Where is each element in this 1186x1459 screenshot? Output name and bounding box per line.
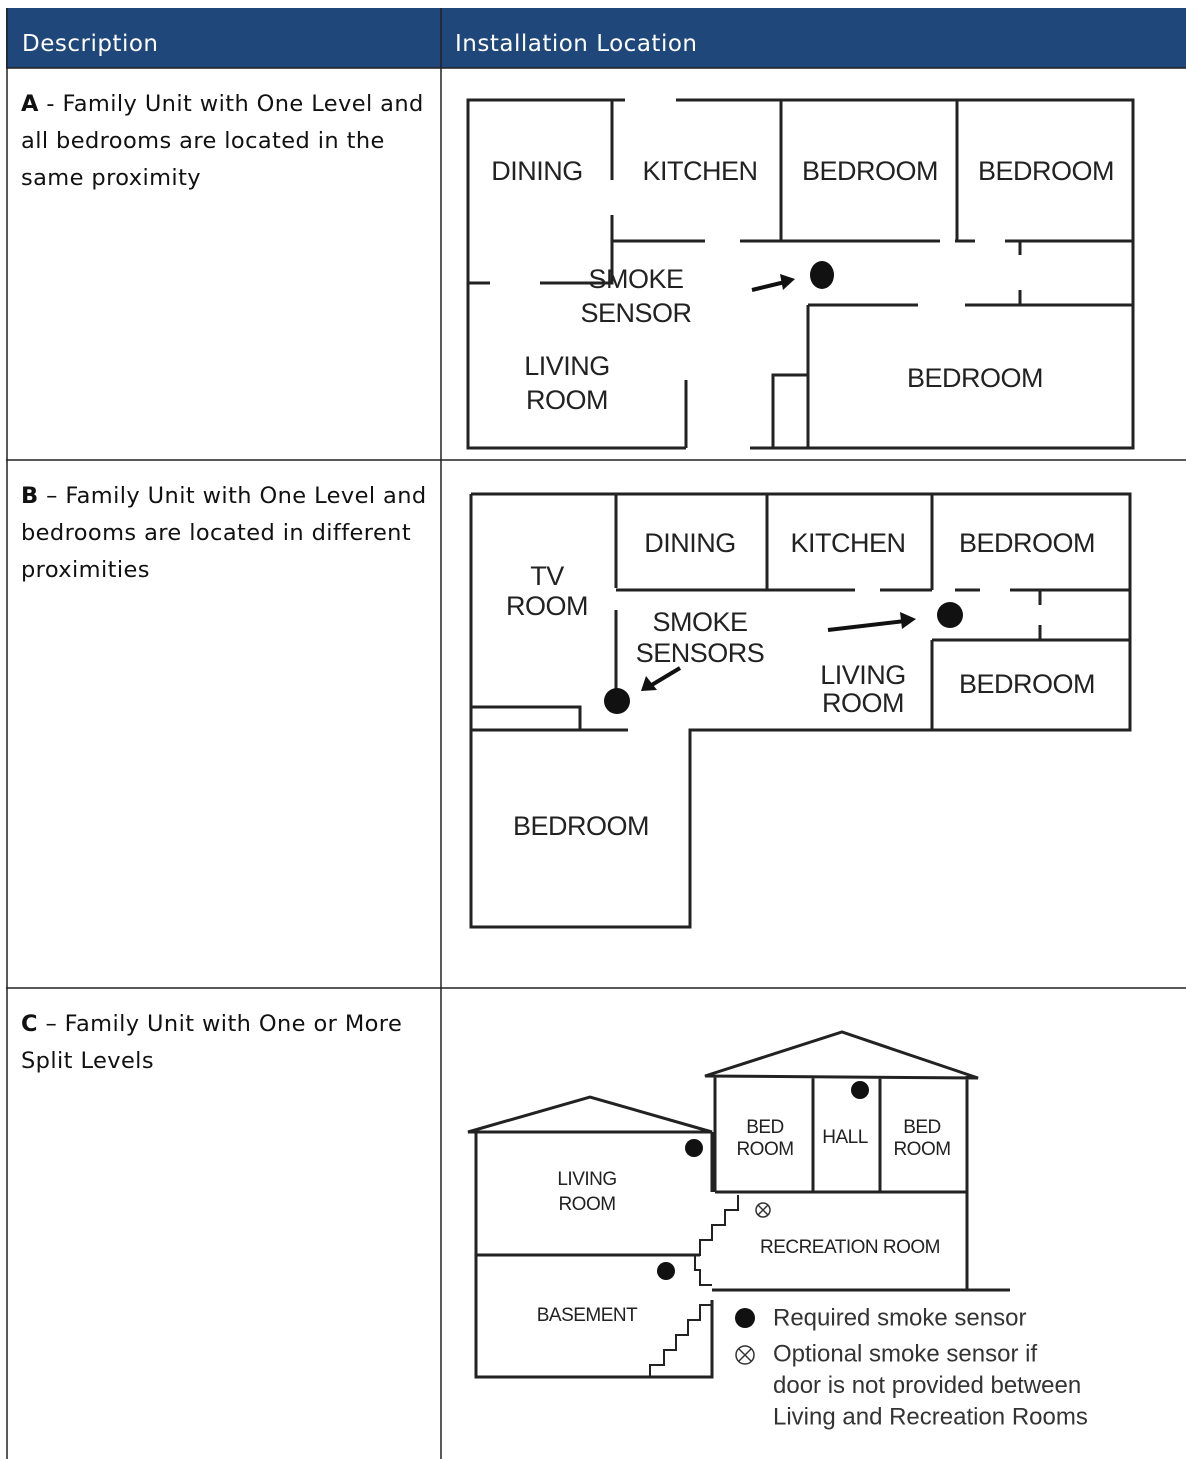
row-label: B [21, 483, 39, 509]
header: Description [22, 31, 159, 57]
row-text: - Family Unit with One Level and all bed… [21, 91, 424, 191]
plan-c-walls [467, 1030, 1010, 1379]
room-label: DINING [644, 528, 736, 558]
legend-text: door is not provided between [773, 1372, 1081, 1399]
room-label: BED [903, 1117, 941, 1138]
arrows [641, 274, 916, 691]
room-label: SMOKE [652, 607, 747, 637]
room-label: KITCHEN [790, 528, 905, 558]
row-label: C [21, 1011, 38, 1037]
room-label: LIVING [820, 660, 906, 690]
optional-sensors [735, 1202, 771, 1365]
table-borders [6, 8, 1186, 1459]
room-label: SENSORS [636, 638, 765, 668]
sensors [604, 261, 963, 1328]
room-label: ROOM [506, 591, 588, 621]
legend-text: Living and Recreation Rooms [773, 1403, 1088, 1430]
room-label: SENSOR [580, 298, 691, 328]
room-label: BEDROOM [802, 156, 938, 186]
room-label: KITCHEN [642, 156, 757, 186]
row-text: – Family Unit with One Level and bedroom… [21, 483, 427, 583]
room-label: BEDROOM [907, 363, 1043, 393]
room-label: ROOM [526, 385, 608, 415]
room-label: BASEMENT [537, 1305, 638, 1326]
room-label: BED [746, 1117, 784, 1138]
room-label: LIVING [557, 1169, 616, 1190]
description: A - Family Unit with One Level and all b… [21, 86, 436, 197]
row-label: A [21, 91, 39, 117]
room-label: TV [530, 561, 564, 591]
header: Installation Location [455, 31, 698, 57]
room-label: HALL [822, 1127, 868, 1148]
plan-a-walls [466, 98, 1135, 450]
room-label: LIVING [524, 351, 610, 381]
legend-text: Required smoke sensor [773, 1304, 1026, 1331]
header-bar [6, 8, 1186, 68]
description: C – Family Unit with One or More Split L… [21, 1006, 436, 1080]
room-label: RECREATION ROOM [760, 1237, 940, 1258]
row-text: – Family Unit with One or More Split Lev… [21, 1011, 403, 1074]
room-label: DINING [491, 156, 583, 186]
room-label: BEDROOM [978, 156, 1114, 186]
plan-b-walls [469, 492, 1132, 929]
room-label: ROOM [558, 1194, 615, 1215]
description: B – Family Unit with One Level and bedro… [21, 478, 436, 589]
legend-text: Optional smoke sensor if [773, 1340, 1037, 1367]
room-label: BEDROOM [513, 811, 649, 841]
room-label: ROOM [822, 688, 904, 718]
room-label: ROOM [893, 1139, 950, 1160]
room-label: BEDROOM [959, 528, 1095, 558]
room-label: ROOM [736, 1139, 793, 1160]
room-label: BEDROOM [959, 669, 1095, 699]
room-label: SMOKE [588, 264, 683, 294]
